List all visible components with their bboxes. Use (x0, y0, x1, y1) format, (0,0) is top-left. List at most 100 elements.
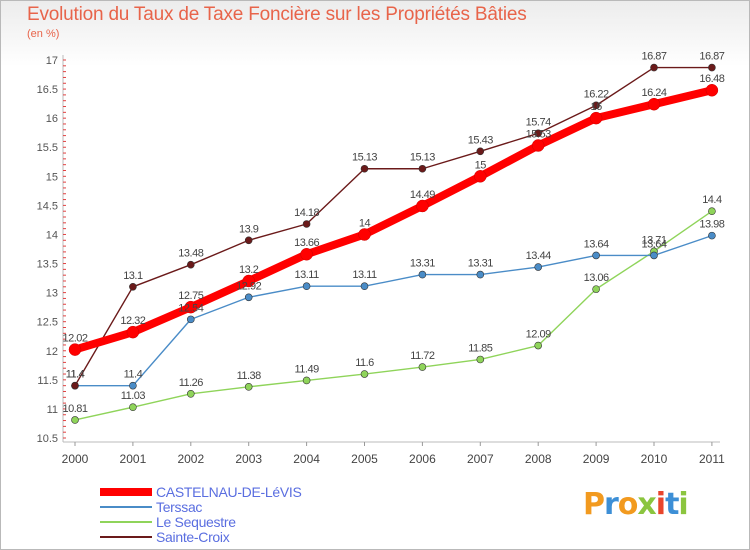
data-label: 13.44 (526, 250, 551, 262)
data-point (302, 282, 311, 291)
legend-label: Le Sequestre (156, 514, 236, 530)
data-label: 16 (590, 101, 602, 113)
data-label: 13.98 (699, 219, 724, 231)
x-tick-label: 2002 (177, 452, 204, 466)
data-point (650, 251, 658, 260)
data-point (647, 97, 661, 111)
data-point (418, 164, 427, 173)
logo-letter: o (617, 487, 639, 522)
data-label: 14.18 (294, 207, 319, 219)
data-label: 12.92 (236, 280, 261, 292)
data-point (302, 220, 311, 228)
data-label: 15 (475, 159, 487, 171)
data-point (534, 341, 543, 350)
data-label: 12.75 (178, 290, 203, 302)
logo-letter: x (637, 487, 656, 522)
data-label: 11.4 (66, 369, 85, 381)
data-label: 13.11 (352, 269, 377, 281)
data-point (302, 376, 311, 385)
series-line-3 (74, 66, 713, 387)
legend-swatch (100, 521, 152, 523)
data-label: 15.13 (352, 152, 377, 164)
data-label: 13.2 (239, 264, 259, 276)
data-label: 13.9 (239, 223, 259, 235)
data-label: 11.26 (179, 377, 204, 389)
data-point (244, 383, 253, 391)
data-label: 12.09 (526, 329, 551, 341)
data-point (589, 111, 603, 125)
data-label: 15.53 (526, 128, 551, 140)
x-tick-label: 2011 (699, 452, 725, 466)
data-label: 11.6 (355, 357, 374, 369)
data-point (476, 270, 485, 279)
logo-letter: P (583, 487, 605, 522)
data-label: 16.48 (699, 73, 724, 85)
y-tick-label: 12 (46, 346, 58, 358)
data-point (534, 129, 543, 138)
data-label: 13.1 (123, 270, 143, 282)
data-point (129, 282, 137, 291)
proxiti-logo: Proxiti (583, 487, 689, 522)
data-point (705, 83, 719, 97)
data-point (474, 170, 487, 183)
data-label: 11.72 (410, 350, 435, 362)
data-point (360, 164, 369, 173)
data-label: 12.32 (120, 315, 145, 327)
data-point (126, 325, 140, 339)
data-point (708, 207, 716, 215)
y-tick-label: 16 (46, 113, 58, 125)
data-label: 16.22 (584, 88, 609, 100)
data-label: 15.74 (526, 116, 551, 128)
series-line-1 (74, 234, 713, 387)
y-tick-label: 11.5 (37, 375, 58, 387)
y-tick-label: 14 (46, 229, 58, 241)
data-label: 11.85 (468, 342, 493, 354)
data-label: 13.06 (584, 272, 609, 284)
data-point (360, 370, 369, 378)
x-tick-label: 2001 (120, 452, 147, 466)
y-tick-label: 15.5 (37, 142, 58, 154)
legend-swatch (100, 536, 152, 538)
y-tick-label: 13.5 (37, 259, 58, 271)
x-tick-label: 2006 (409, 452, 436, 466)
data-point (418, 363, 427, 371)
logo-letter: i (655, 487, 666, 522)
y-tick-label: 14.5 (37, 200, 58, 212)
data-point (71, 381, 79, 390)
x-tick-label: 2003 (235, 452, 262, 466)
data-point (71, 416, 79, 424)
data-label: 11.4 (124, 369, 143, 381)
data-label: 16.87 (641, 51, 666, 63)
chart-title: Evolution du Taux de Taxe Foncière sur l… (27, 4, 527, 25)
data-point (418, 270, 427, 279)
data-label: 13.64 (584, 238, 609, 250)
data-point (184, 300, 198, 314)
y-tick-label: 15 (46, 171, 58, 183)
data-point (129, 403, 137, 411)
logo-letter: t (665, 487, 679, 522)
data-point (708, 231, 716, 240)
data-point (416, 199, 429, 213)
data-point (129, 381, 137, 390)
data-point (592, 285, 600, 293)
y-tick-label: 13 (46, 288, 58, 300)
data-point (531, 139, 545, 152)
data-label: 13.64 (641, 238, 666, 250)
y-tick-label: 17 (46, 55, 58, 67)
data-point (244, 293, 253, 302)
y-tick-label: 11 (47, 404, 58, 416)
y-tick-label: 10.5 (37, 433, 58, 445)
x-tick-label: 2007 (467, 452, 494, 466)
logo-letter: i (678, 487, 688, 522)
data-label: 13.31 (468, 258, 493, 270)
legend-label: Sainte-Croix (156, 529, 230, 545)
x-tick-label: 2005 (351, 452, 378, 466)
data-label: 11.4 (66, 369, 85, 381)
data-point (187, 390, 195, 398)
y-tick-label: 12.5 (37, 317, 58, 329)
data-point (244, 236, 253, 245)
y-axis-unit: (en %) (27, 28, 60, 40)
data-point (358, 228, 371, 241)
data-label: 12.54 (178, 302, 203, 314)
data-point (360, 282, 369, 291)
